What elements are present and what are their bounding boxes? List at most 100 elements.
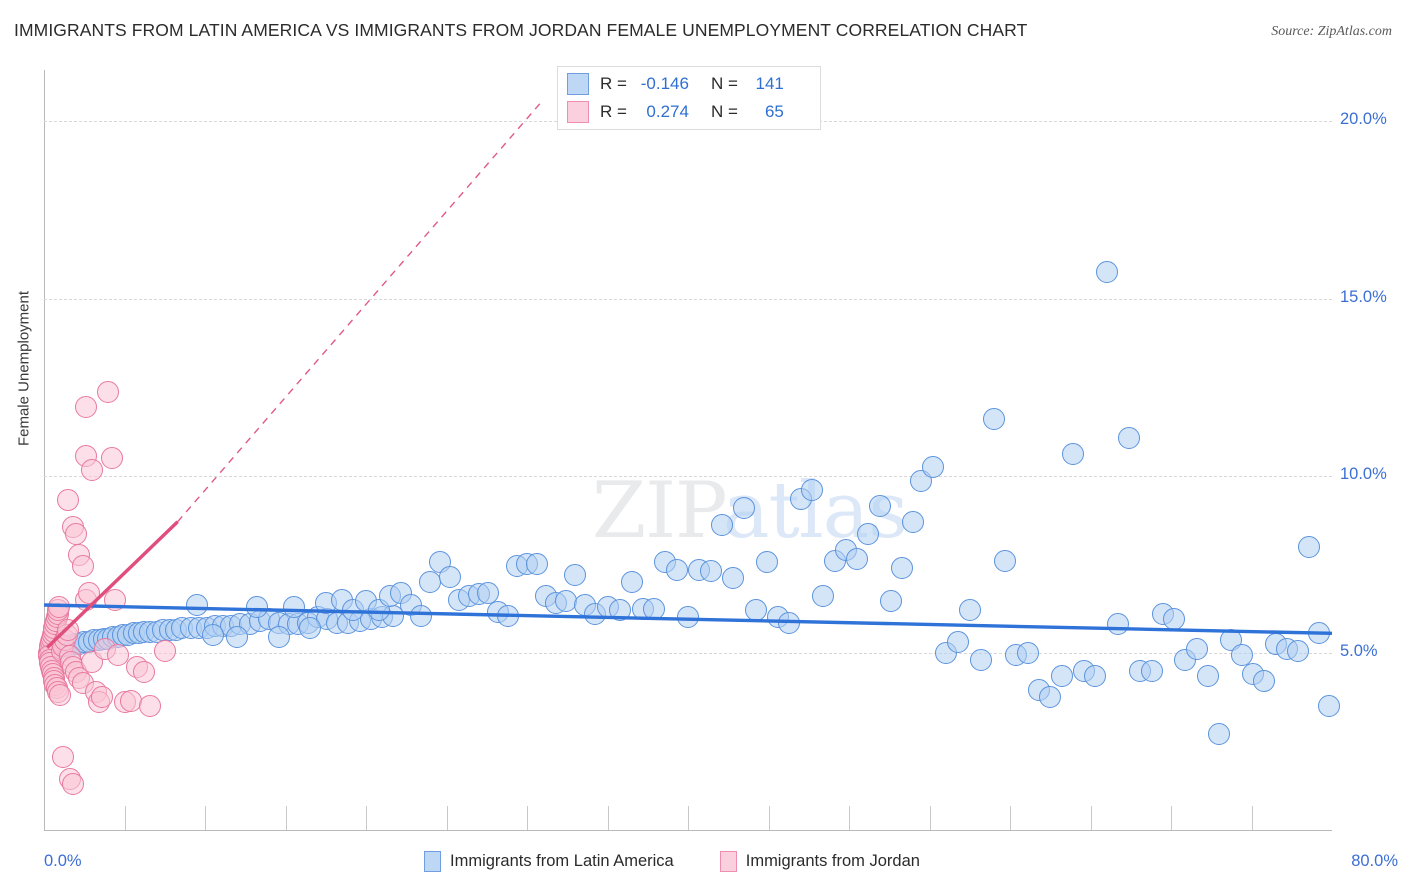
y-axis-line — [44, 70, 45, 830]
data-point — [1230, 643, 1253, 666]
gridline-5.0% — [44, 652, 1332, 654]
data-point — [958, 599, 981, 622]
legend-label-latin-america: Immigrants from Latin America — [450, 852, 674, 870]
data-point — [947, 631, 970, 654]
data-point — [722, 567, 745, 590]
legend-swatch-pink — [719, 851, 737, 872]
trendline-jordan-extension — [177, 103, 541, 523]
data-point — [185, 594, 208, 616]
data-point — [100, 446, 123, 469]
x-tick-label-max: 80.0% — [1351, 852, 1398, 870]
data-point — [81, 459, 104, 482]
data-point — [1050, 664, 1073, 687]
stats-n-label-blue: N = — [710, 74, 738, 93]
data-point — [78, 581, 101, 604]
x-axis-tick — [1171, 806, 1172, 830]
legend-item-latin-america[interactable]: Immigrants from Latin America — [424, 851, 674, 872]
y-axis-label: Female Unemployment — [15, 290, 33, 447]
data-point — [282, 595, 305, 618]
data-point — [132, 661, 155, 684]
stats-n-value-pink: 65 — [764, 102, 784, 121]
legend-item-jordan[interactable]: Immigrants from Jordan — [719, 851, 920, 872]
data-point — [1253, 670, 1276, 693]
data-point — [1287, 640, 1310, 663]
data-point — [419, 570, 442, 593]
x-axis-line — [44, 830, 1332, 831]
data-point — [879, 590, 902, 613]
data-point — [994, 549, 1017, 572]
data-point — [1016, 641, 1039, 664]
data-point — [677, 606, 699, 629]
data-point — [1208, 723, 1231, 746]
correlation-stats-box: R = -0.146 N = 141 R = 0.274 N = 65 — [557, 66, 821, 130]
data-point — [226, 625, 249, 648]
data-point — [438, 565, 461, 588]
trendlines — [43, 103, 1333, 649]
x-axis-tick — [285, 806, 287, 830]
x-axis-tick — [366, 806, 367, 830]
data-point — [710, 514, 733, 537]
x-axis-tick — [929, 806, 931, 830]
data-point — [755, 551, 778, 574]
data-point — [153, 640, 176, 663]
data-point — [57, 618, 80, 641]
data-point — [1039, 686, 1062, 709]
data-point — [868, 494, 891, 517]
data-point — [97, 381, 120, 404]
watermark-zip: ZIP — [592, 466, 724, 556]
data-point — [139, 694, 162, 717]
data-point — [298, 617, 321, 640]
data-point — [1118, 427, 1141, 450]
gridline-10.0% — [44, 475, 1332, 477]
data-point — [52, 746, 75, 769]
stats-r-value-pink: 0.274 — [646, 102, 689, 121]
data-point — [477, 581, 500, 604]
x-axis-tick — [1251, 806, 1253, 830]
data-point — [609, 599, 632, 622]
data-point — [800, 478, 823, 501]
data-point — [268, 625, 291, 648]
data-point — [202, 624, 225, 647]
x-axis-tick — [446, 806, 448, 830]
stats-n-label-pink: N = — [710, 102, 738, 121]
y-tick-label-10.0%: 10.0% — [1340, 464, 1387, 483]
x-axis-tick — [688, 806, 689, 830]
data-point — [564, 563, 587, 586]
data-point — [857, 523, 880, 546]
data-point — [643, 597, 666, 620]
legend-swatch-blue — [424, 851, 441, 872]
data-point — [982, 407, 1005, 430]
data-point — [57, 489, 80, 512]
legend-label-jordan: Immigrants from Jordan — [745, 852, 920, 870]
data-point — [74, 395, 97, 418]
data-point — [1317, 694, 1340, 717]
data-point — [409, 604, 432, 627]
x-tick-label-min: 0.0% — [44, 852, 82, 870]
data-point — [1061, 443, 1084, 466]
x-axis-tick — [768, 806, 770, 830]
y-tick-label-20.0%: 20.0% — [1340, 110, 1387, 129]
data-point — [90, 686, 113, 709]
data-point — [891, 556, 914, 579]
data-point — [733, 496, 756, 519]
data-point — [49, 684, 72, 707]
data-point — [1163, 608, 1186, 631]
data-point — [1197, 664, 1220, 687]
data-point — [812, 585, 835, 608]
stats-r-label-pink: R = — [600, 102, 627, 121]
data-point — [65, 523, 88, 546]
data-point — [1185, 638, 1208, 661]
data-point — [665, 558, 688, 581]
y-tick-label-5.0%: 5.0% — [1340, 641, 1378, 660]
x-axis-tick — [527, 806, 528, 830]
stats-r-value-blue: -0.146 — [640, 74, 689, 93]
data-point — [620, 570, 643, 593]
data-point — [970, 648, 993, 671]
x-axis-tick — [205, 806, 206, 830]
data-point — [778, 611, 801, 634]
data-point — [1298, 535, 1321, 558]
data-point — [48, 595, 71, 618]
data-point — [846, 547, 869, 570]
x-axis-tick — [849, 806, 850, 830]
